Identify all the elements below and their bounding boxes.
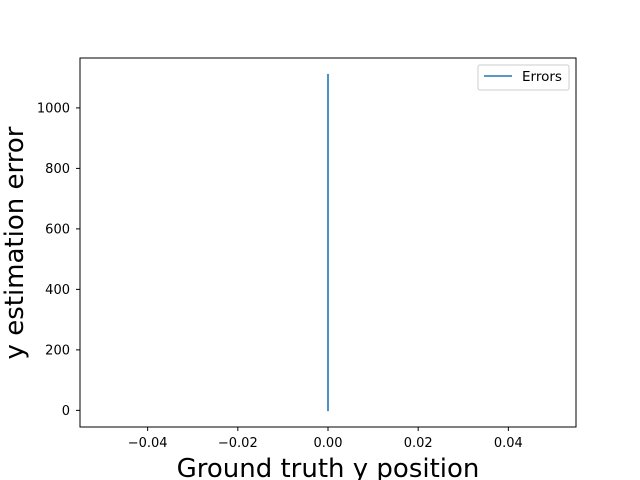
x-tick-label: 0.04 (494, 436, 523, 451)
x-axis-ticks: −0.04 −0.02 0.00 0.02 0.04 (128, 427, 523, 451)
legend: Errors (477, 64, 570, 91)
x-tick-label: −0.04 (128, 436, 168, 451)
x-axis-title: Ground truth y position (177, 454, 480, 480)
y-tick-label: 0 (62, 404, 70, 419)
y-axis-ticks: 0 200 400 600 800 1000 (37, 101, 80, 419)
legend-box (477, 64, 570, 91)
y-tick-label: 800 (45, 162, 70, 177)
y-tick-label: 1000 (37, 101, 70, 116)
x-tick-label: 0.00 (314, 436, 343, 451)
y-tick-label: 200 (45, 343, 70, 358)
legend-label: Errors (522, 69, 562, 85)
x-tick-label: 0.02 (404, 436, 433, 451)
y-tick-label: 600 (45, 222, 70, 237)
y-axis-title: y estimation error (0, 126, 30, 359)
y-tick-label: 400 (45, 283, 70, 298)
x-tick-label: −0.02 (218, 436, 258, 451)
